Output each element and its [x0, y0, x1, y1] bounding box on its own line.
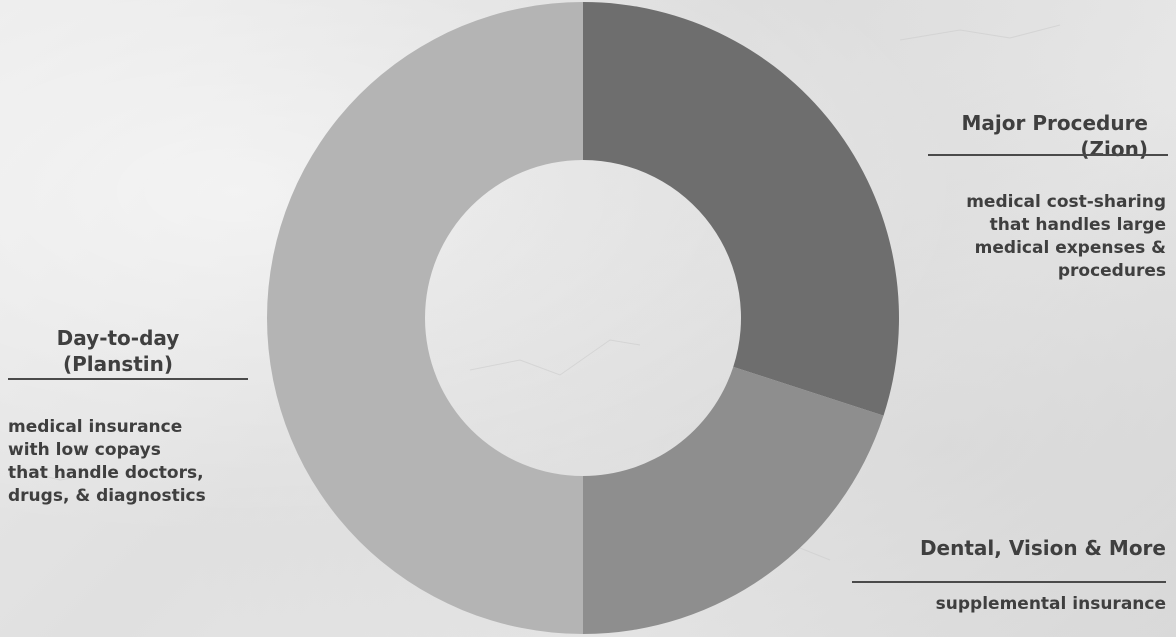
donut-slice-2 — [267, 2, 583, 634]
dental-vision-description: supplemental insurance — [935, 594, 1166, 614]
major-procedure-description: medical cost-sharing that handles large … — [880, 191, 1166, 283]
day-to-day-desc-line: drugs, & diagnostics — [8, 486, 206, 506]
day-to-day-desc-line: medical insurance — [8, 417, 183, 437]
donut-slice-0 — [583, 2, 900, 416]
day-to-day-title: Day-to-day (Planstin) — [0, 325, 236, 377]
major-procedure-title-line2: (Zion) — [1080, 137, 1148, 161]
major-procedure-desc-line: medical cost-sharing — [966, 192, 1166, 212]
day-to-day-desc-line: with low copays — [8, 440, 161, 460]
dental-vision-divider — [852, 581, 1166, 583]
major-procedure-title-line1: Major Procedure — [961, 111, 1148, 135]
major-procedure-desc-line: that handles large — [989, 215, 1166, 235]
major-procedure-desc-line: procedures — [1057, 261, 1166, 281]
dental-vision-title: Dental, Vision & More — [919, 536, 1166, 560]
day-to-day-title-line2: (Planstin) — [62, 352, 174, 376]
day-to-day-description: medical insurance with low copays that h… — [8, 416, 278, 508]
day-to-day-desc-line: that handle doctors, — [8, 463, 204, 483]
major-procedure-desc-line: medical expenses & — [974, 238, 1166, 258]
donut-slice-1 — [583, 366, 884, 634]
major-procedure-title: Major Procedure (Zion) — [880, 110, 1148, 162]
day-to-day-divider — [8, 378, 248, 380]
major-procedure-divider — [928, 154, 1168, 156]
day-to-day-title-line1: Day-to-day — [56, 326, 180, 350]
